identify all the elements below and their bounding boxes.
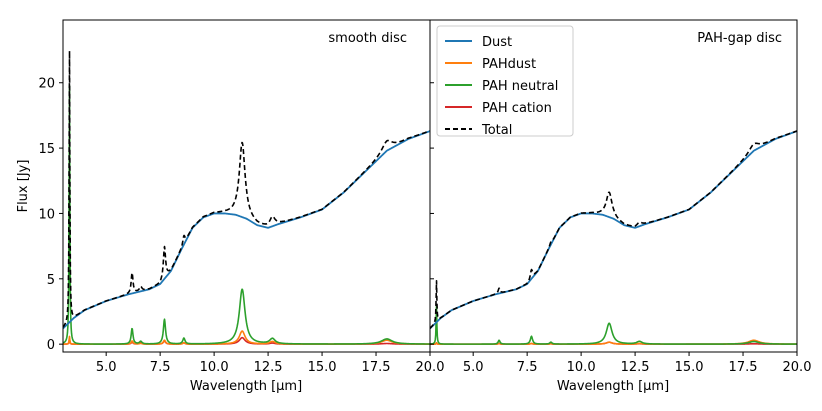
- smooth-disc-plot-area: [63, 20, 430, 352]
- x-tick-label: 10.0: [200, 360, 229, 375]
- x-tick-label: 5.0: [96, 360, 117, 375]
- x-tick-label: 12.5: [621, 360, 650, 375]
- smooth-disc-title: smooth disc: [328, 31, 407, 46]
- x-tick-label: 15.0: [308, 360, 337, 375]
- x-tick-label: 15.0: [675, 360, 704, 375]
- x-axis-label-right: Wavelength [μm]: [557, 379, 669, 394]
- pah-gap-disc-pah-neutral-line: [430, 304, 797, 345]
- pah-gap-disc-total-line: [430, 130, 797, 329]
- pah-gap-disc-ticks: 5.0 7.5 10.0 12.5 15.0 17.5 20.0: [430, 82, 812, 375]
- x-tick-label: 10.0: [567, 360, 596, 375]
- legend: Dust PAHdust PAH neutral PAH cation Total: [436, 25, 574, 138]
- x-tick-label: 20.0: [783, 360, 812, 375]
- smooth-disc-series: [63, 50, 430, 345]
- x-tick-label: 20.0: [416, 360, 445, 375]
- y-tick-label: 0: [47, 338, 55, 353]
- x-tick-label: 7.5: [517, 360, 538, 375]
- x-tick-label: 7.5: [150, 360, 171, 375]
- x-tick-label: 17.5: [362, 360, 391, 375]
- y-tick-label: 10: [38, 207, 55, 222]
- pah-gap-disc-series: [430, 130, 797, 345]
- smooth-disc-total-line: [63, 50, 430, 328]
- y-tick-label: 5: [47, 273, 55, 288]
- smooth-disc-ticks: 5.0 7.5 10.0 12.5 15.0 17.5 20.0 0 5 10 15 20: [38, 77, 444, 375]
- pah-gap-disc-frame: [429, 19, 798, 353]
- x-tick-label: 5.0: [463, 360, 484, 375]
- legend-label: Total: [481, 123, 512, 138]
- x-axis-label-left: Wavelength [μm]: [190, 379, 302, 394]
- smooth-disc-pah-neutral-line: [63, 85, 430, 345]
- x-tick-label: 12.5: [254, 360, 283, 375]
- y-axis-label: Flux [Jy]: [16, 160, 31, 213]
- x-tick-label: 17.5: [729, 360, 758, 375]
- legend-label: Dust: [482, 35, 512, 50]
- legend-label: PAHdust: [482, 57, 536, 72]
- pah-gap-disc-title: PAH-gap disc: [697, 31, 782, 46]
- pah-gap-disc-panel: 5.0 7.5 10.0 12.5 15.0 17.5 20.0 PAH-gap disc: [429, 19, 812, 375]
- y-tick-label: 15: [38, 142, 55, 157]
- legend-box: [436, 25, 574, 137]
- legend-label: PAH neutral: [482, 79, 558, 94]
- y-tick-label: 20: [38, 77, 55, 92]
- legend-label: PAH cation: [482, 101, 552, 116]
- smooth-disc-panel: 5.0 7.5 10.0 12.5 15.0 17.5 20.0 0 5 10 15 20 smoot…: [38, 19, 444, 375]
